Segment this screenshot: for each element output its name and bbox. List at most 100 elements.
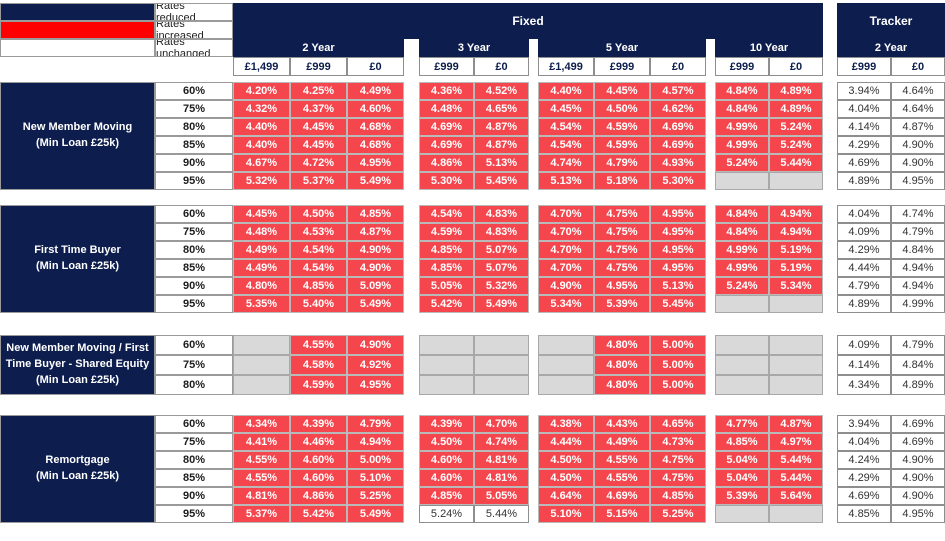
rate-cell: 4.69% (891, 415, 945, 433)
rate-cell: 5.04% (715, 451, 769, 469)
rate-cell: 4.54% (290, 241, 347, 259)
rate-cell: 4.52% (474, 82, 529, 100)
rate-cell: 4.99% (715, 259, 769, 277)
rate-cell: 4.86% (290, 487, 347, 505)
rate-cell: 4.86% (419, 154, 474, 172)
rate-cell: 4.81% (233, 487, 290, 505)
term-header-tracker-2-year: 2 Year (837, 39, 945, 57)
rate-cell: 4.65% (650, 415, 706, 433)
rate-cell: 4.53% (290, 223, 347, 241)
rate-cell: 4.29% (837, 136, 891, 154)
legend-label-rates-reduced: Rates reduced (155, 3, 233, 21)
rate-cell: 4.69% (419, 136, 474, 154)
rate-cell: 5.13% (538, 172, 594, 190)
rate-cell: 5.37% (233, 505, 290, 523)
rate-cell: 4.70% (538, 241, 594, 259)
rate-cell: 4.75% (594, 259, 650, 277)
product-group-label: Remortgage (Min Loan £25k) (0, 415, 155, 523)
rate-cell: 4.69% (650, 136, 706, 154)
rate-cell: 5.07% (474, 241, 529, 259)
rate-cell: 5.13% (650, 277, 706, 295)
rate-cell: 5.24% (419, 505, 474, 523)
rate-cell (474, 375, 529, 395)
rate-cell: 5.32% (233, 172, 290, 190)
rate-cell: 4.79% (837, 277, 891, 295)
rate-cell: 4.79% (891, 335, 945, 355)
rate-cell: 5.45% (474, 172, 529, 190)
rate-cell (233, 355, 290, 375)
rate-cell: 4.80% (594, 335, 650, 355)
product-group-label-line: Remortgage (45, 454, 110, 467)
rate-cell: 4.49% (347, 82, 404, 100)
rate-cell: 4.94% (891, 277, 945, 295)
fee-header: £0 (474, 57, 529, 76)
rate-cell: 4.99% (715, 241, 769, 259)
rate-cell: 4.46% (290, 433, 347, 451)
rate-cell (538, 335, 594, 355)
rate-cell (474, 335, 529, 355)
legend-label-rates-increased: Rates increased (155, 21, 233, 39)
product-group-label-line: (Min Loan £25k) (35, 260, 120, 272)
rate-cell: 4.84% (715, 82, 769, 100)
rate-cell: 5.49% (347, 172, 404, 190)
ltv-cell: 90% (155, 277, 233, 295)
rate-cell: 4.90% (347, 335, 404, 355)
rate-cell: 4.90% (891, 136, 945, 154)
rate-cell: 4.25% (290, 82, 347, 100)
rate-cell (715, 335, 769, 355)
rate-cell: 5.05% (474, 487, 529, 505)
ltv-cell: 60% (155, 415, 233, 433)
rate-cell: 4.83% (474, 223, 529, 241)
rate-cell: 4.55% (594, 451, 650, 469)
rate-cell: 5.19% (769, 241, 823, 259)
rate-cell: 5.24% (769, 136, 823, 154)
rate-cell: 4.54% (538, 136, 594, 154)
fee-header: £1,499 (233, 57, 290, 76)
rate-cell: 4.39% (290, 415, 347, 433)
rate-cell: 4.60% (290, 451, 347, 469)
rate-cell: 4.60% (347, 100, 404, 118)
rate-cell: 4.29% (837, 241, 891, 259)
product-group-label: New Member Moving (Min Loan £25k) (0, 82, 155, 190)
rate-cell: 4.95% (594, 277, 650, 295)
rate-cell: 4.62% (650, 100, 706, 118)
rate-cell: 5.19% (769, 259, 823, 277)
ltv-cell: 75% (155, 433, 233, 451)
rate-cell: 4.75% (594, 241, 650, 259)
rate-cell: 5.49% (347, 295, 404, 313)
rate-cell: 4.95% (650, 259, 706, 277)
rate-cell (769, 505, 823, 523)
rate-cell: 4.90% (891, 154, 945, 172)
rate-cell (233, 335, 290, 355)
rate-cell: 3.94% (837, 415, 891, 433)
rate-cell: 4.44% (538, 433, 594, 451)
rate-groups-container: New Member Moving (Min Loan £25k) 60% 4.20%… (0, 82, 945, 523)
rate-cell: 4.90% (347, 241, 404, 259)
ltv-cell: 75% (155, 223, 233, 241)
rate-cell: 4.85% (419, 259, 474, 277)
rate-cell: 5.10% (538, 505, 594, 523)
ltv-cell: 60% (155, 82, 233, 100)
rate-cell (419, 355, 474, 375)
rate-cell: 4.49% (233, 259, 290, 277)
rate-cell: 4.50% (419, 433, 474, 451)
rate-cell: 4.94% (347, 433, 404, 451)
ltv-cell: 80% (155, 241, 233, 259)
rate-cell: 4.87% (769, 415, 823, 433)
product-group-label-line: First Time Buyer (34, 244, 121, 257)
rate-cell: 5.00% (650, 375, 706, 395)
rate-cell: 4.75% (650, 451, 706, 469)
rate-cell: 4.50% (538, 451, 594, 469)
rate-cell: 4.74% (891, 205, 945, 223)
rate-cell: 4.59% (594, 136, 650, 154)
product-group: New Member Moving / First Time Buyer - S… (0, 335, 945, 395)
rate-cell: 5.44% (769, 469, 823, 487)
rate-cell (715, 505, 769, 523)
rate-cell: 4.95% (891, 172, 945, 190)
product-group-label-line: (Min Loan £25k) (35, 137, 120, 149)
rate-cell: 4.74% (474, 433, 529, 451)
rate-cell: 4.89% (769, 100, 823, 118)
rate-cell: 4.69% (837, 487, 891, 505)
mortgage-rate-sheet: Rates reduced Rates increased Rates unch… (0, 3, 945, 541)
rate-cell: 4.90% (891, 451, 945, 469)
